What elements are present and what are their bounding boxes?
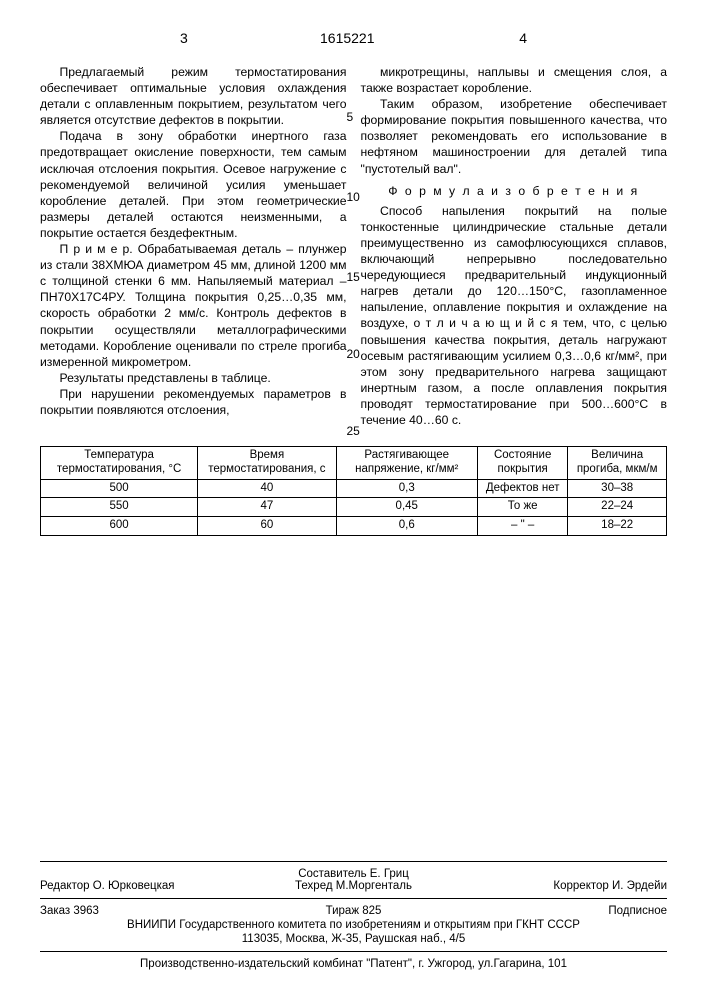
cell-stress: 0,6 [336,517,477,536]
th-time: Время термостатирования, с [198,447,336,480]
document-number: 1615221 [320,30,375,46]
cell-state: – " – [477,517,567,536]
th-state: Состояние покрытия [477,447,567,480]
cell-stress: 0,45 [336,498,477,517]
cell-state: Дефектов нет [477,479,567,498]
compiler-line: Составитель Е. Гриц [40,868,667,880]
cell-temp: 600 [41,517,198,536]
line-marker-10: 10 [347,190,360,206]
right-paragraph-2: Таким образом, изобретение обеспечивает … [361,96,668,176]
cell-time: 47 [198,498,336,517]
tirazh-number: Тираж 825 [249,905,458,917]
body-columns: Предлагаемый режим термостатирования обе… [40,64,667,428]
left-paragraph-2: Подача в зону обработки инертного газа п… [40,128,347,241]
table-header-row: Температура термостатирования, °С Время … [41,447,667,480]
cell-time: 40 [198,479,336,498]
table-row: 550 47 0,45 То же 22–24 [41,498,667,517]
editor-label: Редактор О. Юрковецкая [40,880,249,892]
cell-temp: 500 [41,479,198,498]
th-deflect: Величина прогиба, мкм/м [568,447,667,480]
cell-deflect: 18–22 [568,517,667,536]
printer-line: Производственно-издательский комбинат "П… [40,958,667,970]
line-marker-5: 5 [347,110,354,126]
left-paragraph-4: Результаты представлены в таблице. [40,370,347,386]
imprint-footer: Составитель Е. Гриц Редактор О. Юрковецк… [40,855,667,970]
th-temp: Температура термостатирования, °С [41,447,198,480]
footer-rule-top [40,861,667,862]
org-line: ВНИИПИ Государственного комитета по изоб… [40,919,667,931]
left-paragraph-1: Предлагаемый режим термостатирования обе… [40,64,347,128]
line-marker-20: 20 [347,347,360,363]
page-number-right: 4 [519,30,527,46]
cell-state: То же [477,498,567,517]
footer-rule-mid [40,898,667,899]
corrector-label: Корректор И. Эрдейи [458,880,667,892]
line-marker-25: 25 [347,424,360,440]
line-marker-15: 15 [347,270,360,286]
table-row: 600 60 0,6 – " – 18–22 [41,517,667,536]
th-stress: Растягивающее напряжение, кг/мм² [336,447,477,480]
results-table: Температура термостатирования, °С Время … [40,446,667,536]
footer-rule-bot [40,951,667,952]
page-number-left: 3 [180,30,188,46]
cell-stress: 0,3 [336,479,477,498]
cell-temp: 550 [41,498,198,517]
editor-row: Редактор О. Юрковецкая Техред М.Моргента… [40,880,667,892]
cell-deflect: 22–24 [568,498,667,517]
page-header: 3 1615221 4 [40,30,667,58]
claim-heading: Ф о р м у л а и з о б р е т е н и я [361,183,668,199]
subscr-label: Подписное [458,905,667,917]
table-row: 500 40 0,3 Дефектов нет 30–38 [41,479,667,498]
left-paragraph-5: При нарушении рекомендуемых параметров в… [40,386,347,418]
left-paragraph-3: П р и м е р. Обрабатываемая деталь – плу… [40,241,347,370]
results-table-wrap: Температура термостатирования, °С Время … [40,446,667,536]
right-paragraph-1: микротрещины, наплывы и смещения слоя, а… [361,64,668,96]
cell-deflect: 30–38 [568,479,667,498]
order-number: Заказ 3963 [40,905,249,917]
claim-text: Способ напыления покрытий на полые тонко… [361,203,668,428]
addr-line: 113035, Москва, Ж-35, Раушская наб., 4/5 [40,933,667,945]
column-right: 5 10 15 20 25 микротрещины, наплывы и см… [361,64,668,428]
cell-time: 60 [198,517,336,536]
column-left: Предлагаемый режим термостатирования обе… [40,64,347,428]
tech-label: Техред М.Моргенталь [249,880,458,892]
order-row: Заказ 3963 Тираж 825 Подписное [40,905,667,917]
